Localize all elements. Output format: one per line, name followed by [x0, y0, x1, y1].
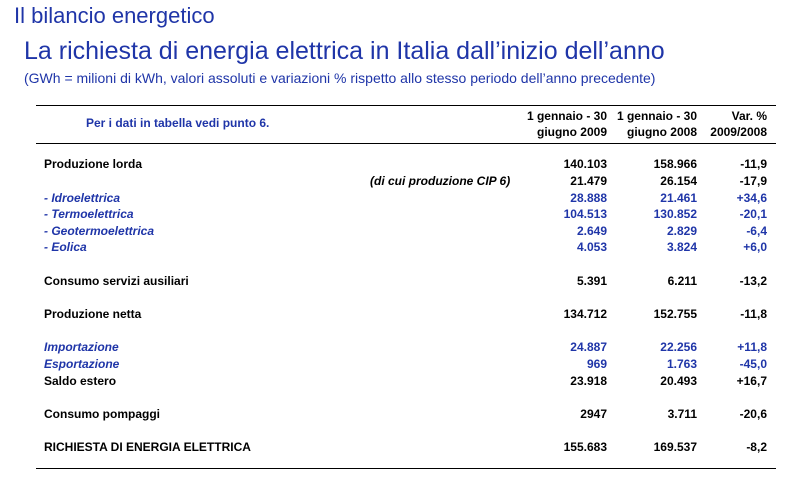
column-header-line: 1 gennaio - 30 [616, 109, 697, 123]
table-row-esportazione: Esportazione 969 1.763 -45,0 [0, 357, 803, 374]
header-bottom-rule [36, 143, 776, 144]
value-variation: -8,2 [746, 440, 767, 454]
value-2008: 3.824 [666, 240, 697, 254]
column-header-line: Var. % [731, 109, 767, 123]
column-header-line: 1 gennaio - 30 [526, 109, 607, 123]
value-variation: -20,6 [739, 407, 767, 421]
value-2009: 21.479 [570, 174, 607, 188]
table-row-geotermoelettrica: - Geotermoelettrica 2.649 2.829 -6,4 [0, 224, 803, 241]
row-label: Saldo estero [44, 374, 117, 388]
table-row-produzione-netta: Produzione netta 134.712 152.755 -11,8 [0, 307, 803, 324]
value-2008: 1.763 [666, 357, 697, 371]
value-2009: 969 [586, 357, 607, 371]
table-row-saldo-estero: Saldo estero 23.918 20.493 +16,7 [0, 374, 803, 391]
value-2009: 23.918 [570, 374, 607, 388]
row-label: Esportazione [44, 357, 120, 371]
column-header-line: giugno 2008 [626, 125, 697, 139]
row-label: - Geotermoelettrica [44, 224, 155, 238]
value-2009: 4.053 [576, 240, 607, 254]
table-row-termoelettrica: - Termoelettrica 104.513 130.852 -20,1 [0, 207, 803, 224]
column-header-variation: Var. % 2009/2008 [710, 108, 767, 140]
table-bottom-rule [36, 468, 776, 469]
row-label: - Eolica [44, 240, 87, 254]
value-2009: 2947 [580, 407, 607, 421]
row-label: Consumo pompaggi [44, 407, 160, 421]
page-subtitle: La richiesta di energia elettrica in Ita… [24, 37, 665, 65]
value-variation: +6,0 [743, 240, 767, 254]
value-variation: +34,6 [736, 191, 767, 205]
value-2008: 3.711 [667, 407, 697, 421]
value-variation: -6,4 [746, 224, 767, 238]
value-2009: 24.887 [570, 340, 607, 354]
table-row-importazione: Importazione 24.887 22.256 +11,8 [0, 340, 803, 357]
table-source-note: Per i dati in tabella vedi punto 6. [86, 116, 270, 130]
table-row-richiesta-totale: RICHIESTA DI ENERGIA ELETTRICA 155.683 1… [0, 440, 803, 457]
table-row-eolica: - Eolica 4.053 3.824 +6,0 [0, 240, 803, 257]
row-label: Consumo servizi ausiliari [44, 274, 189, 288]
value-variation: -11,8 [740, 307, 767, 321]
row-label: RICHIESTA DI ENERGIA ELETTRICA [44, 440, 251, 454]
value-2008: 152.755 [653, 307, 697, 321]
value-2009: 134.712 [563, 307, 607, 321]
value-2009: 155.683 [563, 440, 607, 454]
value-2008: 20.493 [660, 374, 697, 388]
value-2008: 22.256 [660, 340, 697, 354]
value-2009: 5.391 [576, 274, 607, 288]
value-2008: 26.154 [660, 174, 697, 188]
value-variation: -13,2 [739, 274, 767, 288]
table-row-cip6: (di cui produzione CIP 6) 21.479 26.154 … [0, 174, 803, 191]
value-2008: 169.537 [653, 440, 697, 454]
column-header-2009: 1 gennaio - 30 giugno 2009 [527, 108, 607, 140]
row-label: Importazione [44, 340, 119, 354]
column-header-line: 2009/2008 [710, 125, 767, 139]
value-2008: 6.211 [667, 274, 697, 288]
value-2008: 158.966 [653, 157, 697, 171]
value-2009: 2.649 [576, 224, 607, 238]
table-row-consumo-servizi: Consumo servizi ausiliari 5.391 6.211 -1… [0, 274, 803, 291]
value-variation: +11,8 [737, 340, 767, 354]
units-note: (GWh = milioni di kWh, valori assoluti e… [24, 70, 656, 86]
table-row-produzione-lorda: Produzione lorda 140.103 158.966 -11,9 [0, 157, 803, 174]
value-variation: -17,9 [739, 174, 767, 188]
table-row-consumo-pompaggi: Consumo pompaggi 2947 3.711 -20,6 [0, 407, 803, 424]
value-2009: 28.888 [570, 191, 607, 205]
page-title: Il bilancio energetico [14, 3, 215, 28]
value-2009: 104.513 [563, 207, 607, 221]
column-header-2008: 1 gennaio - 30 giugno 2008 [617, 108, 697, 140]
value-2009: 140.103 [563, 157, 607, 171]
value-variation: -45,0 [739, 357, 767, 371]
row-label: - Idroelettrica [44, 191, 121, 205]
value-2008: 21.461 [660, 191, 697, 205]
table-row-idroelettrica: - Idroelettrica 28.888 21.461 +34,6 [0, 191, 803, 208]
column-header-line: giugno 2009 [536, 125, 607, 139]
value-2008: 130.852 [653, 207, 697, 221]
row-sublabel: (di cui produzione CIP 6) [370, 174, 511, 188]
table-top-rule [36, 105, 776, 106]
row-label: - Termoelettrica [44, 207, 134, 221]
row-label: Produzione lorda [44, 157, 143, 171]
value-variation: -11,9 [740, 157, 767, 171]
value-variation: -20,1 [739, 207, 767, 221]
row-label: Produzione netta [44, 307, 142, 321]
value-2008: 2.829 [666, 224, 697, 238]
value-variation: +16,7 [736, 374, 767, 388]
